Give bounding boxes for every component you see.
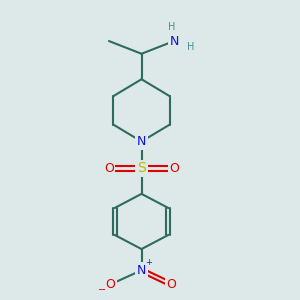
Text: O: O	[166, 278, 176, 291]
Text: N: N	[137, 264, 146, 277]
Text: N: N	[137, 135, 146, 148]
Text: N: N	[169, 34, 179, 47]
Text: H: H	[168, 22, 176, 32]
Text: S: S	[137, 161, 146, 176]
Text: O: O	[169, 162, 179, 175]
Text: O: O	[104, 162, 114, 175]
Text: +: +	[145, 258, 152, 267]
Text: H: H	[188, 42, 195, 52]
Text: −: −	[98, 284, 106, 295]
Text: O: O	[105, 278, 115, 291]
